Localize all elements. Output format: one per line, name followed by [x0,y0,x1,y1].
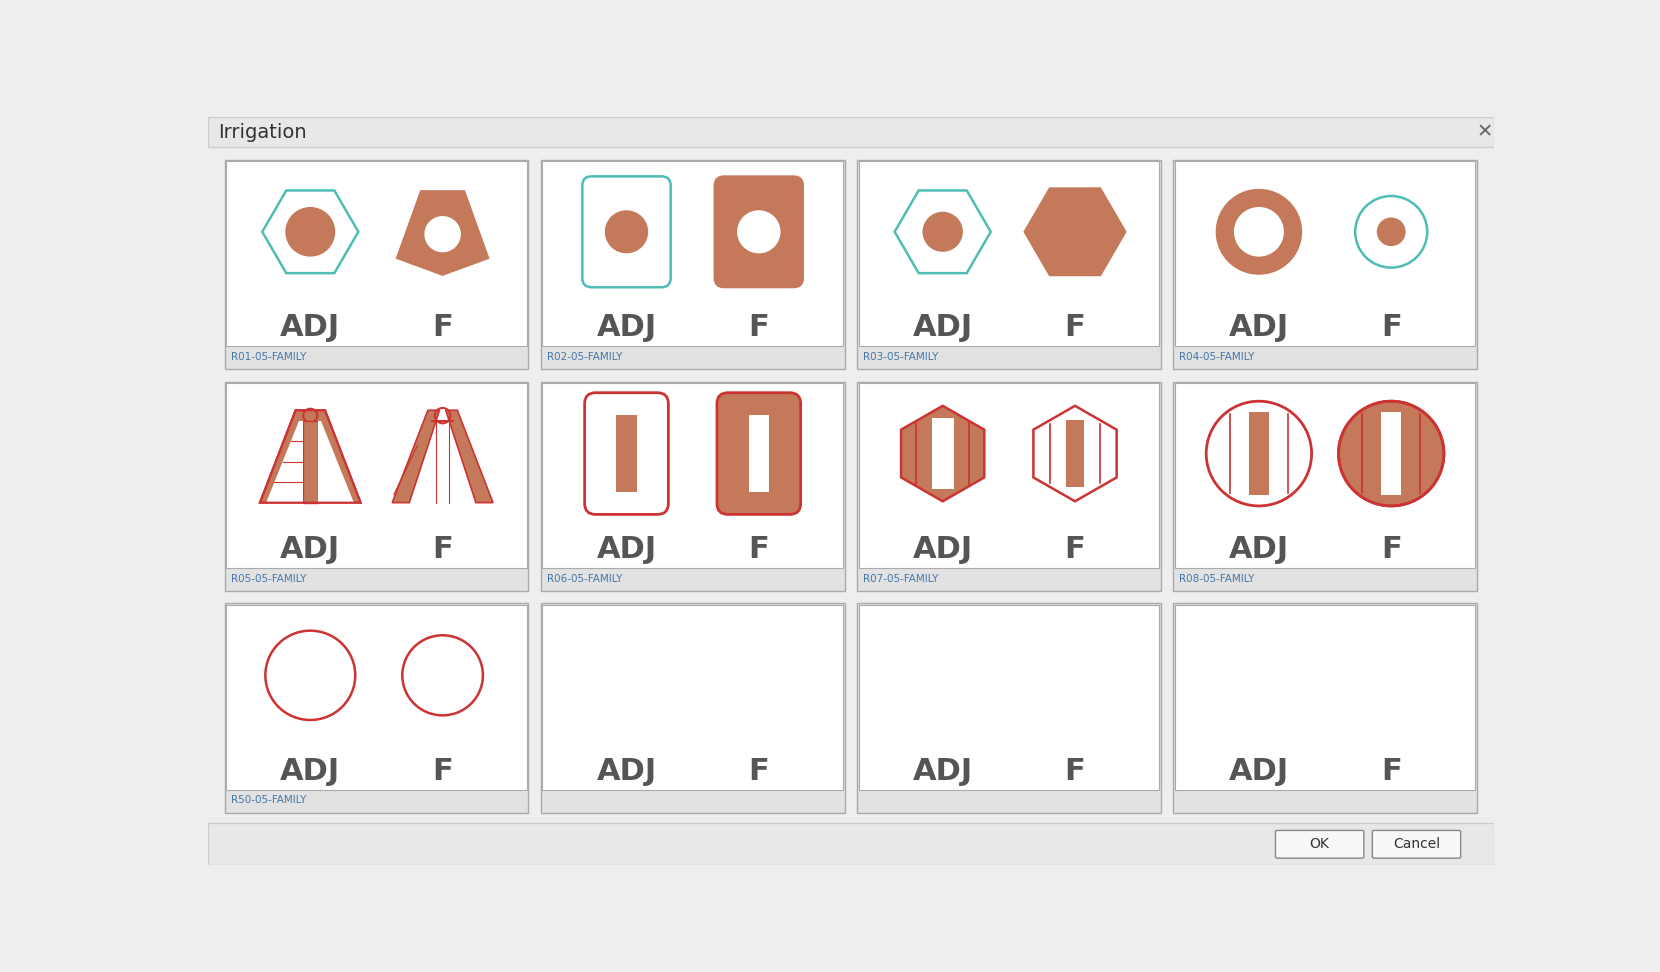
FancyBboxPatch shape [717,393,800,514]
FancyBboxPatch shape [543,605,843,789]
Text: R07-05-FAMILY: R07-05-FAMILY [863,573,938,583]
FancyBboxPatch shape [224,604,528,813]
Text: F: F [749,535,769,564]
FancyBboxPatch shape [1175,605,1476,789]
Polygon shape [266,421,302,503]
Text: F: F [1064,313,1086,342]
Text: ADJ: ADJ [913,313,973,342]
Circle shape [304,408,317,423]
FancyBboxPatch shape [302,421,319,503]
Text: F: F [1381,756,1401,785]
Text: F: F [1064,756,1086,785]
Polygon shape [1024,189,1125,275]
FancyBboxPatch shape [1373,830,1461,858]
FancyBboxPatch shape [1174,604,1477,813]
Circle shape [604,210,647,254]
FancyBboxPatch shape [1175,383,1476,568]
FancyBboxPatch shape [857,159,1160,369]
Text: OK: OK [1310,837,1330,851]
Polygon shape [261,410,360,503]
FancyBboxPatch shape [858,605,1159,789]
FancyBboxPatch shape [1248,412,1268,496]
FancyBboxPatch shape [1066,420,1084,487]
Text: F: F [432,535,453,564]
FancyBboxPatch shape [857,604,1160,813]
Circle shape [1233,207,1283,257]
Text: R50-05-FAMILY: R50-05-FAMILY [231,795,305,806]
Text: R05-05-FAMILY: R05-05-FAMILY [231,573,305,583]
Text: Irrigation: Irrigation [219,122,307,142]
Text: ADJ: ADJ [1228,535,1290,564]
FancyBboxPatch shape [541,382,845,591]
Text: ADJ: ADJ [913,756,973,785]
FancyBboxPatch shape [1175,161,1476,346]
Circle shape [1338,401,1444,505]
FancyBboxPatch shape [226,605,526,789]
Circle shape [737,210,780,254]
Circle shape [425,216,461,253]
Text: ✕: ✕ [1476,122,1492,142]
Circle shape [1376,218,1406,246]
Text: R08-05-FAMILY: R08-05-FAMILY [1179,573,1255,583]
Text: ADJ: ADJ [596,313,657,342]
Text: R04-05-FAMILY: R04-05-FAMILY [1179,352,1255,362]
FancyBboxPatch shape [749,415,769,492]
Text: F: F [1381,535,1401,564]
FancyBboxPatch shape [931,418,953,489]
Text: R06-05-FAMILY: R06-05-FAMILY [546,573,622,583]
Text: R01-05-FAMILY: R01-05-FAMILY [231,352,305,362]
FancyBboxPatch shape [224,159,528,369]
FancyBboxPatch shape [858,383,1159,568]
FancyBboxPatch shape [541,604,845,813]
Text: ADJ: ADJ [596,756,657,785]
FancyBboxPatch shape [616,415,636,492]
Circle shape [923,212,963,252]
Text: F: F [1064,535,1086,564]
Text: F: F [749,756,769,785]
Text: R02-05-FAMILY: R02-05-FAMILY [546,352,622,362]
Text: R03-05-FAMILY: R03-05-FAMILY [863,352,938,362]
Circle shape [1215,189,1301,275]
Text: F: F [749,313,769,342]
FancyBboxPatch shape [224,382,528,591]
Text: ADJ: ADJ [281,756,340,785]
Text: F: F [432,313,453,342]
Text: ADJ: ADJ [281,313,340,342]
Text: ADJ: ADJ [281,535,340,564]
Text: ADJ: ADJ [1228,756,1290,785]
FancyBboxPatch shape [541,159,845,369]
FancyBboxPatch shape [714,176,803,288]
FancyBboxPatch shape [543,161,843,346]
Text: F: F [432,756,453,785]
FancyBboxPatch shape [1381,412,1401,496]
Text: F: F [1381,313,1401,342]
Text: ADJ: ADJ [913,535,973,564]
Polygon shape [392,410,440,503]
Polygon shape [397,191,488,275]
Text: ADJ: ADJ [596,535,657,564]
Text: ADJ: ADJ [1228,313,1290,342]
FancyBboxPatch shape [1174,382,1477,591]
FancyBboxPatch shape [1275,830,1365,858]
FancyBboxPatch shape [857,382,1160,591]
Polygon shape [319,421,355,503]
Polygon shape [901,406,984,502]
Text: Cancel: Cancel [1393,837,1441,851]
FancyBboxPatch shape [858,161,1159,346]
FancyBboxPatch shape [1174,159,1477,369]
FancyBboxPatch shape [226,383,526,568]
Polygon shape [445,410,493,503]
FancyBboxPatch shape [208,822,1494,865]
FancyBboxPatch shape [208,117,1494,148]
Circle shape [286,207,335,257]
FancyBboxPatch shape [226,161,526,346]
FancyBboxPatch shape [543,383,843,568]
